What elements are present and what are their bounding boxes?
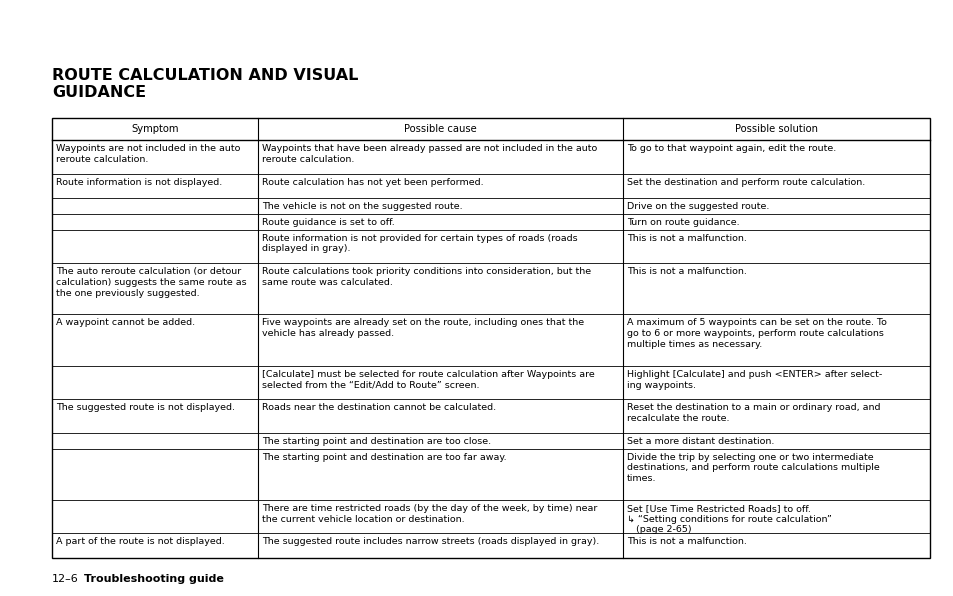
Text: Waypoints that have been already passed are not included in the auto
reroute cal: Waypoints that have been already passed … xyxy=(262,144,597,164)
Text: The starting point and destination are too far away.: The starting point and destination are t… xyxy=(262,452,506,461)
Text: A maximum of 5 waypoints can be set on the route. To
go to 6 or more waypoints, : A maximum of 5 waypoints can be set on t… xyxy=(626,318,885,349)
Text: GUIDANCE: GUIDANCE xyxy=(52,85,146,100)
Text: Possible solution: Possible solution xyxy=(734,124,817,134)
Text: A part of the route is not displayed.: A part of the route is not displayed. xyxy=(56,538,225,547)
Text: Drive on the suggested route.: Drive on the suggested route. xyxy=(626,202,768,211)
Text: The starting point and destination are too close.: The starting point and destination are t… xyxy=(262,437,491,446)
Text: [Calculate] must be selected for route calculation after Waypoints are
selected : [Calculate] must be selected for route c… xyxy=(262,370,595,390)
Text: Troubleshooting guide: Troubleshooting guide xyxy=(84,574,224,584)
Text: The suggested route includes narrow streets (roads displayed in gray).: The suggested route includes narrow stre… xyxy=(262,538,598,547)
Text: Five waypoints are already set on the route, including ones that the
vehicle has: Five waypoints are already set on the ro… xyxy=(262,318,583,338)
Text: Highlight [Calculate] and push <ENTER> after select-
ing waypoints.: Highlight [Calculate] and push <ENTER> a… xyxy=(626,370,881,390)
Text: Reset the destination to a main or ordinary road, and
recalculate the route.: Reset the destination to a main or ordin… xyxy=(626,403,880,423)
Text: 12–6: 12–6 xyxy=(52,574,79,584)
Text: The vehicle is not on the suggested route.: The vehicle is not on the suggested rout… xyxy=(262,202,462,211)
Text: ROUTE CALCULATION AND VISUAL: ROUTE CALCULATION AND VISUAL xyxy=(52,68,358,83)
Text: Set a more distant destination.: Set a more distant destination. xyxy=(626,437,773,446)
Text: Roads near the destination cannot be calculated.: Roads near the destination cannot be cal… xyxy=(262,403,496,412)
Text: This is not a malfunction.: This is not a malfunction. xyxy=(626,538,745,547)
Text: This is not a malfunction.: This is not a malfunction. xyxy=(626,234,745,243)
Text: The auto reroute calculation (or detour
calculation) suggests the same route as
: The auto reroute calculation (or detour … xyxy=(56,267,247,297)
Text: To go to that waypoint again, edit the route.: To go to that waypoint again, edit the r… xyxy=(626,144,835,153)
Text: Divide the trip by selecting one or two intermediate
destinations, and perform r: Divide the trip by selecting one or two … xyxy=(626,452,879,483)
Text: There are time restricted roads (by the day of the week, by time) near
the curre: There are time restricted roads (by the … xyxy=(262,504,597,524)
Text: Set the destination and perform route calculation.: Set the destination and perform route ca… xyxy=(626,178,864,187)
Text: The suggested route is not displayed.: The suggested route is not displayed. xyxy=(56,403,234,412)
Text: Route calculation has not yet been performed.: Route calculation has not yet been perfo… xyxy=(262,178,483,187)
Text: Turn on route guidance.: Turn on route guidance. xyxy=(626,218,739,227)
Text: This is not a malfunction.: This is not a malfunction. xyxy=(626,267,745,276)
Text: Route information is not provided for certain types of roads (roads
displayed in: Route information is not provided for ce… xyxy=(262,234,578,253)
Text: Route calculations took priority conditions into consideration, but the
same rou: Route calculations took priority conditi… xyxy=(262,267,591,287)
Text: A waypoint cannot be added.: A waypoint cannot be added. xyxy=(56,318,195,327)
Text: Waypoints are not included in the auto
reroute calculation.: Waypoints are not included in the auto r… xyxy=(56,144,240,164)
Text: Possible cause: Possible cause xyxy=(403,124,476,134)
Text: Symptom: Symptom xyxy=(132,124,178,134)
Text: Route guidance is set to off.: Route guidance is set to off. xyxy=(262,218,395,227)
Text: Route information is not displayed.: Route information is not displayed. xyxy=(56,178,222,187)
Bar xyxy=(52,118,929,558)
Text: Set [Use Time Restricted Roads] to off.
↳ “Setting conditions for route calculat: Set [Use Time Restricted Roads] to off. … xyxy=(626,504,831,535)
